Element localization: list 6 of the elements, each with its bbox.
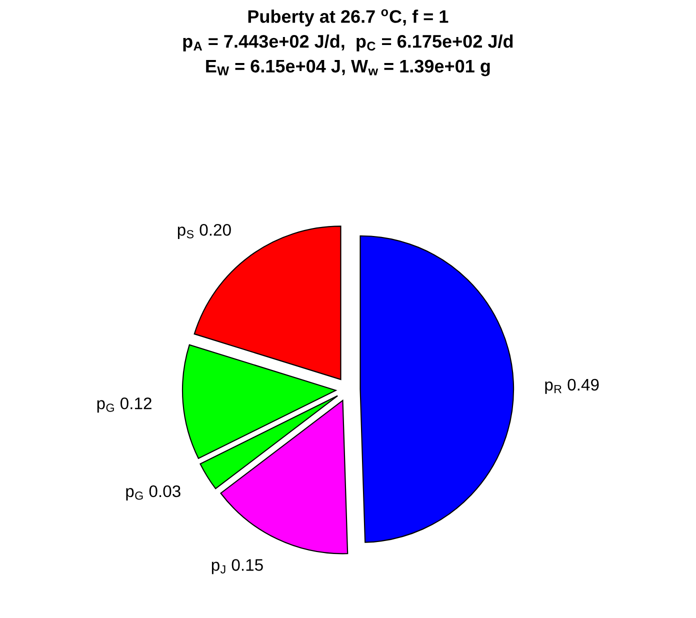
slice-label: p$_{G}$ 0.03: [126, 485, 180, 500]
slice-label: p$_{G}$ 0.12: [97, 397, 152, 413]
slice-label: p$_{R}$ 0.49: [545, 378, 599, 394]
chart-title: Puberty at 26.7 $^{o}$C, f = 1 p$_{A}$ = 7.443e+02 J/d, p$_{C}$ = 6.175e+02 J/d E$_{W}$ = 6.15e+04 J, W$_{w}$ = 1.39e+01 g: [183, 9, 513, 76]
slice-label: p$_{J}$ 0.15: [212, 559, 263, 574]
slice-label: p$_{S}$ 0.20: [178, 224, 231, 240]
